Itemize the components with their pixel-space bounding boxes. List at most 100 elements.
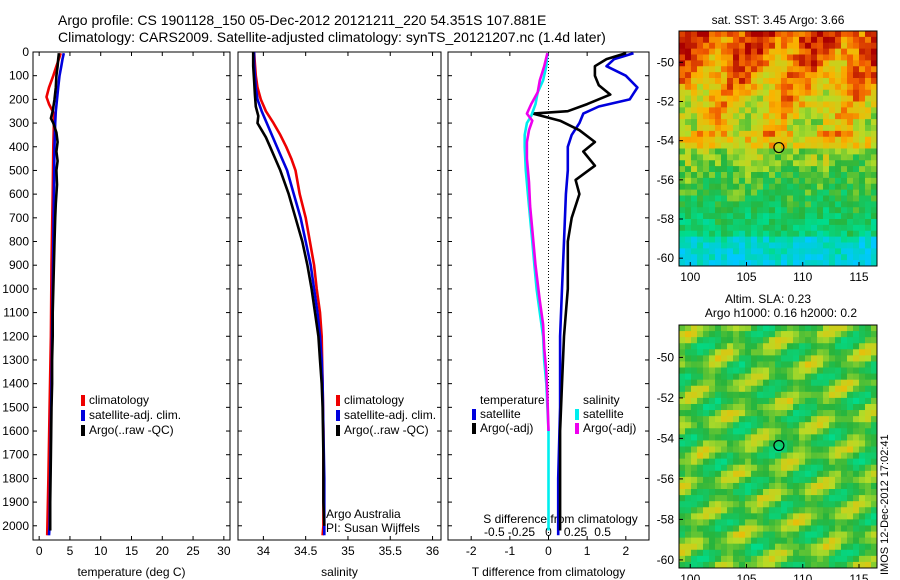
depth-tick-label: 1600 bbox=[2, 424, 29, 438]
sst-map-cell bbox=[709, 113, 716, 120]
sst-map-cell bbox=[745, 207, 752, 214]
sla-map-cell bbox=[685, 373, 692, 381]
sla-map-cell bbox=[853, 349, 860, 356]
sst-map-cell bbox=[829, 31, 836, 38]
sla-map-cell bbox=[865, 543, 872, 551]
sla-map-cell bbox=[769, 531, 776, 539]
sst-map-cell bbox=[757, 230, 764, 238]
sla-map-cell bbox=[823, 373, 830, 381]
sla-map-cell bbox=[757, 501, 764, 508]
sla-map-cell bbox=[745, 458, 752, 466]
sla-map-cell bbox=[745, 337, 752, 344]
sst-map-cell bbox=[859, 60, 866, 67]
sla-map-cell bbox=[721, 397, 728, 405]
sst-map-cell bbox=[823, 101, 830, 108]
sla-map-cell bbox=[703, 458, 710, 466]
sla-map-cell bbox=[841, 428, 848, 435]
sst-map-cell bbox=[715, 242, 722, 249]
sla-map-cell bbox=[715, 446, 722, 453]
sla-map-cell bbox=[715, 452, 722, 460]
sst-map-cell bbox=[679, 130, 686, 138]
sla-map-cell bbox=[865, 495, 872, 502]
sla-map-cell bbox=[829, 495, 836, 502]
sst-map-cell bbox=[739, 36, 746, 44]
sst-map-cell bbox=[835, 142, 842, 149]
sla-map-cell bbox=[829, 519, 836, 526]
sla-map-cell bbox=[781, 373, 788, 381]
sla-map-cell bbox=[805, 458, 812, 466]
sst-map-cell bbox=[853, 224, 860, 232]
sst-map-cell bbox=[865, 72, 872, 79]
sst-map-cell bbox=[871, 72, 878, 79]
sst-map-cell bbox=[787, 166, 794, 173]
sst-map-cell bbox=[817, 83, 824, 91]
sst-map-cell bbox=[745, 172, 752, 179]
sla-map-cell bbox=[781, 422, 788, 429]
sla-map-cell bbox=[793, 373, 800, 381]
sst-map-cell bbox=[805, 160, 812, 167]
sla-map-cell bbox=[691, 482, 698, 490]
sst-map-cell bbox=[703, 248, 710, 255]
sst-map-cell bbox=[799, 172, 806, 179]
sst-map-cell bbox=[775, 195, 782, 202]
temperature-panel: 0 5 10 15 20 25 300100200300400500600700800900… bbox=[2, 45, 231, 579]
sst-map-cell bbox=[871, 230, 878, 238]
sla-map-cell bbox=[715, 367, 722, 374]
sst-map-cell bbox=[817, 60, 824, 67]
sst-map-cell bbox=[859, 183, 866, 191]
sst-map-cell bbox=[757, 201, 764, 208]
sla-map-cell bbox=[727, 452, 734, 460]
sst-map-xtick-label: 100 bbox=[680, 270, 700, 284]
sst-map-cell bbox=[817, 148, 824, 155]
sla-map-cell bbox=[751, 440, 758, 447]
sla-map-cell bbox=[775, 343, 782, 350]
sst-map-cell bbox=[715, 60, 722, 67]
sst-map-cell bbox=[763, 172, 770, 179]
sla-map-cell bbox=[751, 416, 758, 423]
sst-map-cell bbox=[733, 160, 740, 167]
sst-map-cell bbox=[703, 125, 710, 132]
sla-map-cell bbox=[697, 531, 704, 539]
sst-map-cell bbox=[865, 95, 872, 102]
sst-map-cell bbox=[715, 101, 722, 108]
sst-map-cell bbox=[805, 230, 812, 238]
sla-map-cell bbox=[757, 549, 764, 557]
sla-map-cell bbox=[745, 525, 752, 532]
sst-map-cell bbox=[817, 166, 824, 173]
sla-map-cell bbox=[817, 501, 824, 508]
sla-map-cell bbox=[685, 464, 692, 472]
sla-map-cell bbox=[703, 337, 710, 344]
sla-map-cell bbox=[709, 343, 716, 350]
sla-map-cell bbox=[781, 355, 788, 362]
sst-map-cell bbox=[859, 248, 866, 255]
sla-map-cell bbox=[865, 331, 872, 338]
sst-map-cell bbox=[727, 242, 734, 249]
sla-map-cell bbox=[775, 543, 782, 551]
depth-tick-label: 200 bbox=[9, 92, 29, 106]
sla-map-cell bbox=[787, 428, 794, 435]
sst-map-cell bbox=[799, 260, 806, 267]
sla-map-cell bbox=[847, 403, 854, 411]
sla-map-cell bbox=[745, 549, 752, 557]
sst-map-cell bbox=[727, 189, 734, 196]
sst-map-cell bbox=[691, 101, 698, 108]
sla-map-cell bbox=[793, 452, 800, 460]
sla-map-cell bbox=[745, 422, 752, 429]
sla-map-cell bbox=[721, 519, 728, 526]
sla-map-cell bbox=[817, 331, 824, 338]
sla-map-cell bbox=[859, 489, 866, 496]
sla-map-cell bbox=[841, 495, 848, 502]
sla-map-cell bbox=[715, 555, 722, 563]
sla-map-cell bbox=[871, 410, 878, 417]
sst-map-cell bbox=[841, 142, 848, 149]
sla-map-cell bbox=[715, 513, 722, 520]
sst-map-cell bbox=[727, 177, 734, 185]
sst-map-cell bbox=[727, 89, 734, 97]
sst-map-cell bbox=[823, 213, 830, 220]
sla-map-cell bbox=[841, 422, 848, 429]
sst-map-cell bbox=[859, 83, 866, 91]
sst-map-cell bbox=[757, 142, 764, 149]
sla-map-cell bbox=[859, 361, 866, 368]
sst-map-cell bbox=[823, 224, 830, 232]
sla-map-cell bbox=[793, 470, 800, 478]
